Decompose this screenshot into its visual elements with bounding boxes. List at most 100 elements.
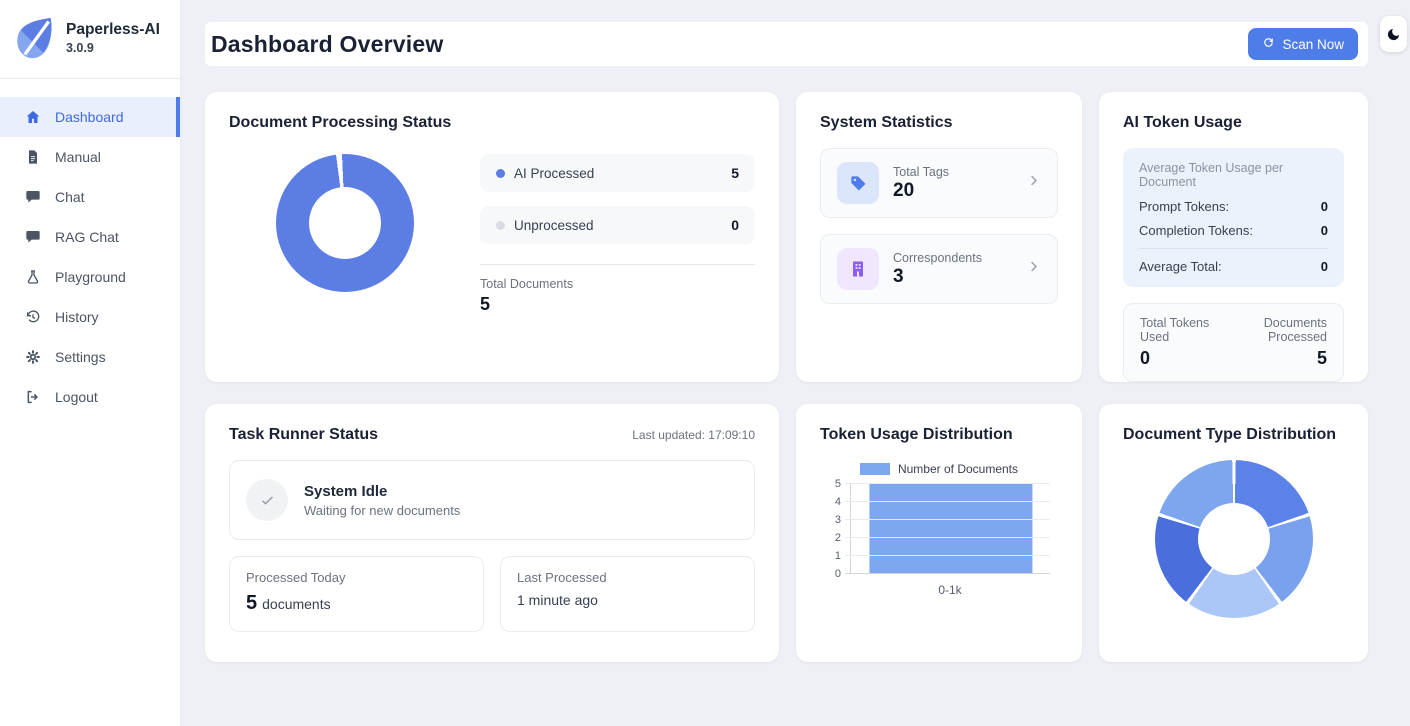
flask-icon bbox=[24, 268, 42, 286]
card-title: System Statistics bbox=[820, 114, 953, 131]
chevron-right-icon bbox=[1026, 173, 1041, 193]
stat-row-correspondents[interactable]: Correspondents 3 bbox=[820, 234, 1058, 304]
last-processed-box: Last Processed 1 minute ago bbox=[500, 556, 755, 632]
divider bbox=[1139, 248, 1328, 249]
gear-icon bbox=[24, 348, 42, 366]
card-document-processing-status: Document Processing Status AI Processed … bbox=[205, 92, 779, 382]
legend-series-name: Number of Documents bbox=[897, 462, 1019, 476]
prompt-tokens-row: Prompt Tokens: 0 bbox=[1139, 199, 1328, 214]
sidebar-item-rag-chat[interactable]: RAG Chat bbox=[0, 217, 180, 257]
legend-label: AI Processed bbox=[514, 165, 595, 181]
scan-now-button[interactable]: Scan Now bbox=[1248, 28, 1358, 60]
status-text: System Idle Waiting for new documents bbox=[304, 483, 460, 518]
sidebar-item-history[interactable]: History bbox=[0, 297, 180, 337]
col-value: 0 bbox=[1140, 348, 1151, 368]
card-title: Document Processing Status bbox=[229, 114, 452, 131]
avg-panel-header: Average Token Usage per Document bbox=[1139, 161, 1284, 189]
processing-legend: AI Processed 5 Unprocessed 0 Total Docum… bbox=[480, 154, 755, 315]
logout-icon bbox=[24, 388, 42, 406]
home-icon bbox=[24, 108, 42, 126]
sidebar: Paperless-AI 3.0.9 Dashboard Manual Chat… bbox=[0, 0, 181, 726]
card-task-runner-status: Task Runner Status Last updated: 17:09:1… bbox=[205, 404, 779, 662]
legend-unprocessed: Unprocessed 0 bbox=[480, 206, 755, 244]
row-label: Prompt Tokens: bbox=[1139, 199, 1230, 214]
last-processed-value: 1 minute ago bbox=[517, 592, 598, 608]
page-title: Dashboard Overview bbox=[211, 30, 444, 57]
sidebar-item-label: Dashboard bbox=[55, 109, 124, 125]
processed-today-unit: documents bbox=[262, 596, 331, 612]
stat-label: Total Tags bbox=[893, 164, 950, 179]
main-content: Dashboard Overview Scan Now Document Pro… bbox=[181, 0, 1410, 662]
col-label: Documents Processed bbox=[1263, 316, 1327, 344]
card-title: AI Token Usage bbox=[1123, 114, 1242, 131]
sidebar-nav: Dashboard Manual Chat RAG Chat Playgroun… bbox=[0, 79, 180, 417]
stat-value: 20 bbox=[893, 179, 915, 201]
system-status-box: System Idle Waiting for new documents bbox=[229, 460, 755, 540]
topbar: Dashboard Overview Scan Now bbox=[205, 22, 1368, 66]
check-icon bbox=[246, 479, 288, 521]
last-processed-label: Last Processed bbox=[517, 570, 607, 585]
processing-donut-chart bbox=[276, 154, 414, 292]
row-label: Average Total: bbox=[1139, 259, 1222, 274]
legend-dot-gray bbox=[496, 220, 505, 230]
stat-label: Correspondents bbox=[893, 250, 982, 265]
legend-ai-processed: AI Processed 5 bbox=[480, 154, 755, 192]
legend-swatch bbox=[859, 463, 890, 475]
total-documents-label: Total Documents bbox=[480, 277, 574, 291]
stat-value: 3 bbox=[893, 265, 904, 287]
divider bbox=[480, 264, 755, 265]
card-title: Document Type Distribution bbox=[1123, 426, 1337, 443]
moon-icon bbox=[1387, 28, 1400, 40]
bar-0-1k bbox=[868, 484, 1033, 574]
sidebar-item-settings[interactable]: Settings bbox=[0, 337, 180, 377]
sidebar-item-dashboard[interactable]: Dashboard bbox=[0, 97, 180, 137]
sidebar-item-manual[interactable]: Manual bbox=[0, 137, 180, 177]
processed-today-box: Processed Today 5 documents bbox=[229, 556, 484, 632]
legend-value: 5 bbox=[731, 165, 739, 181]
total-tokens-used: Total Tokens Used 0 bbox=[1140, 316, 1224, 369]
legend-value: 0 bbox=[731, 217, 739, 233]
chat-icon bbox=[24, 228, 42, 246]
completion-tokens-row: Completion Tokens: 0 bbox=[1139, 223, 1328, 238]
sidebar-item-label: Settings bbox=[55, 349, 106, 365]
col-label: Total Tokens Used bbox=[1140, 316, 1210, 344]
sidebar-item-chat[interactable]: Chat bbox=[0, 177, 180, 217]
chat-icon bbox=[24, 188, 42, 206]
total-documents-value: 5 bbox=[480, 294, 491, 314]
building-icon bbox=[837, 248, 879, 290]
legend-dot-blue bbox=[496, 168, 505, 178]
chevron-right-icon bbox=[1026, 259, 1041, 279]
processed-today-count: 5 bbox=[246, 592, 258, 614]
legend-label: Unprocessed bbox=[514, 217, 594, 233]
card-title: Token Usage Distribution bbox=[820, 426, 1013, 443]
sidebar-item-label: History bbox=[55, 309, 99, 325]
sidebar-item-label: Chat bbox=[55, 189, 85, 205]
card-system-statistics: System Statistics Total Tags 20 Correspo… bbox=[796, 92, 1082, 382]
refresh-icon bbox=[1262, 36, 1275, 52]
card-token-usage-distribution: Token Usage Distribution Number of Docum… bbox=[796, 404, 1082, 662]
token-totals-panel: Total Tokens Used 0 Documents Processed … bbox=[1123, 303, 1344, 382]
tag-icon bbox=[837, 162, 879, 204]
stat-text: Total Tags 20 bbox=[893, 165, 949, 202]
card-document-type-distribution: Document Type Distribution bbox=[1099, 404, 1368, 662]
document-type-donut-chart bbox=[1154, 460, 1313, 618]
row-value: 0 bbox=[1320, 199, 1328, 214]
last-updated-text: Last updated: 17:09:10 bbox=[632, 428, 755, 442]
dashboard-grid: Document Processing Status AI Processed … bbox=[205, 92, 1368, 662]
row-value: 0 bbox=[1320, 259, 1328, 274]
app-name: Paperless-AI bbox=[66, 21, 160, 38]
sidebar-item-playground[interactable]: Playground bbox=[0, 257, 180, 297]
average-total-row: Average Total: 0 bbox=[1139, 259, 1328, 274]
stat-row-total-tags[interactable]: Total Tags 20 bbox=[820, 148, 1058, 218]
processed-today-value: 5 documents bbox=[246, 592, 467, 615]
scan-now-label: Scan Now bbox=[1282, 36, 1344, 52]
stat-text: Correspondents 3 bbox=[893, 251, 982, 288]
sidebar-divider bbox=[0, 78, 180, 79]
app-logo: Paperless-AI 3.0.9 bbox=[0, 0, 180, 78]
document-icon bbox=[24, 148, 42, 166]
sidebar-item-logout[interactable]: Logout bbox=[0, 377, 180, 417]
sidebar-item-label: RAG Chat bbox=[55, 229, 119, 245]
theme-toggle-button[interactable] bbox=[1380, 16, 1407, 52]
sidebar-item-label: Manual bbox=[55, 149, 101, 165]
